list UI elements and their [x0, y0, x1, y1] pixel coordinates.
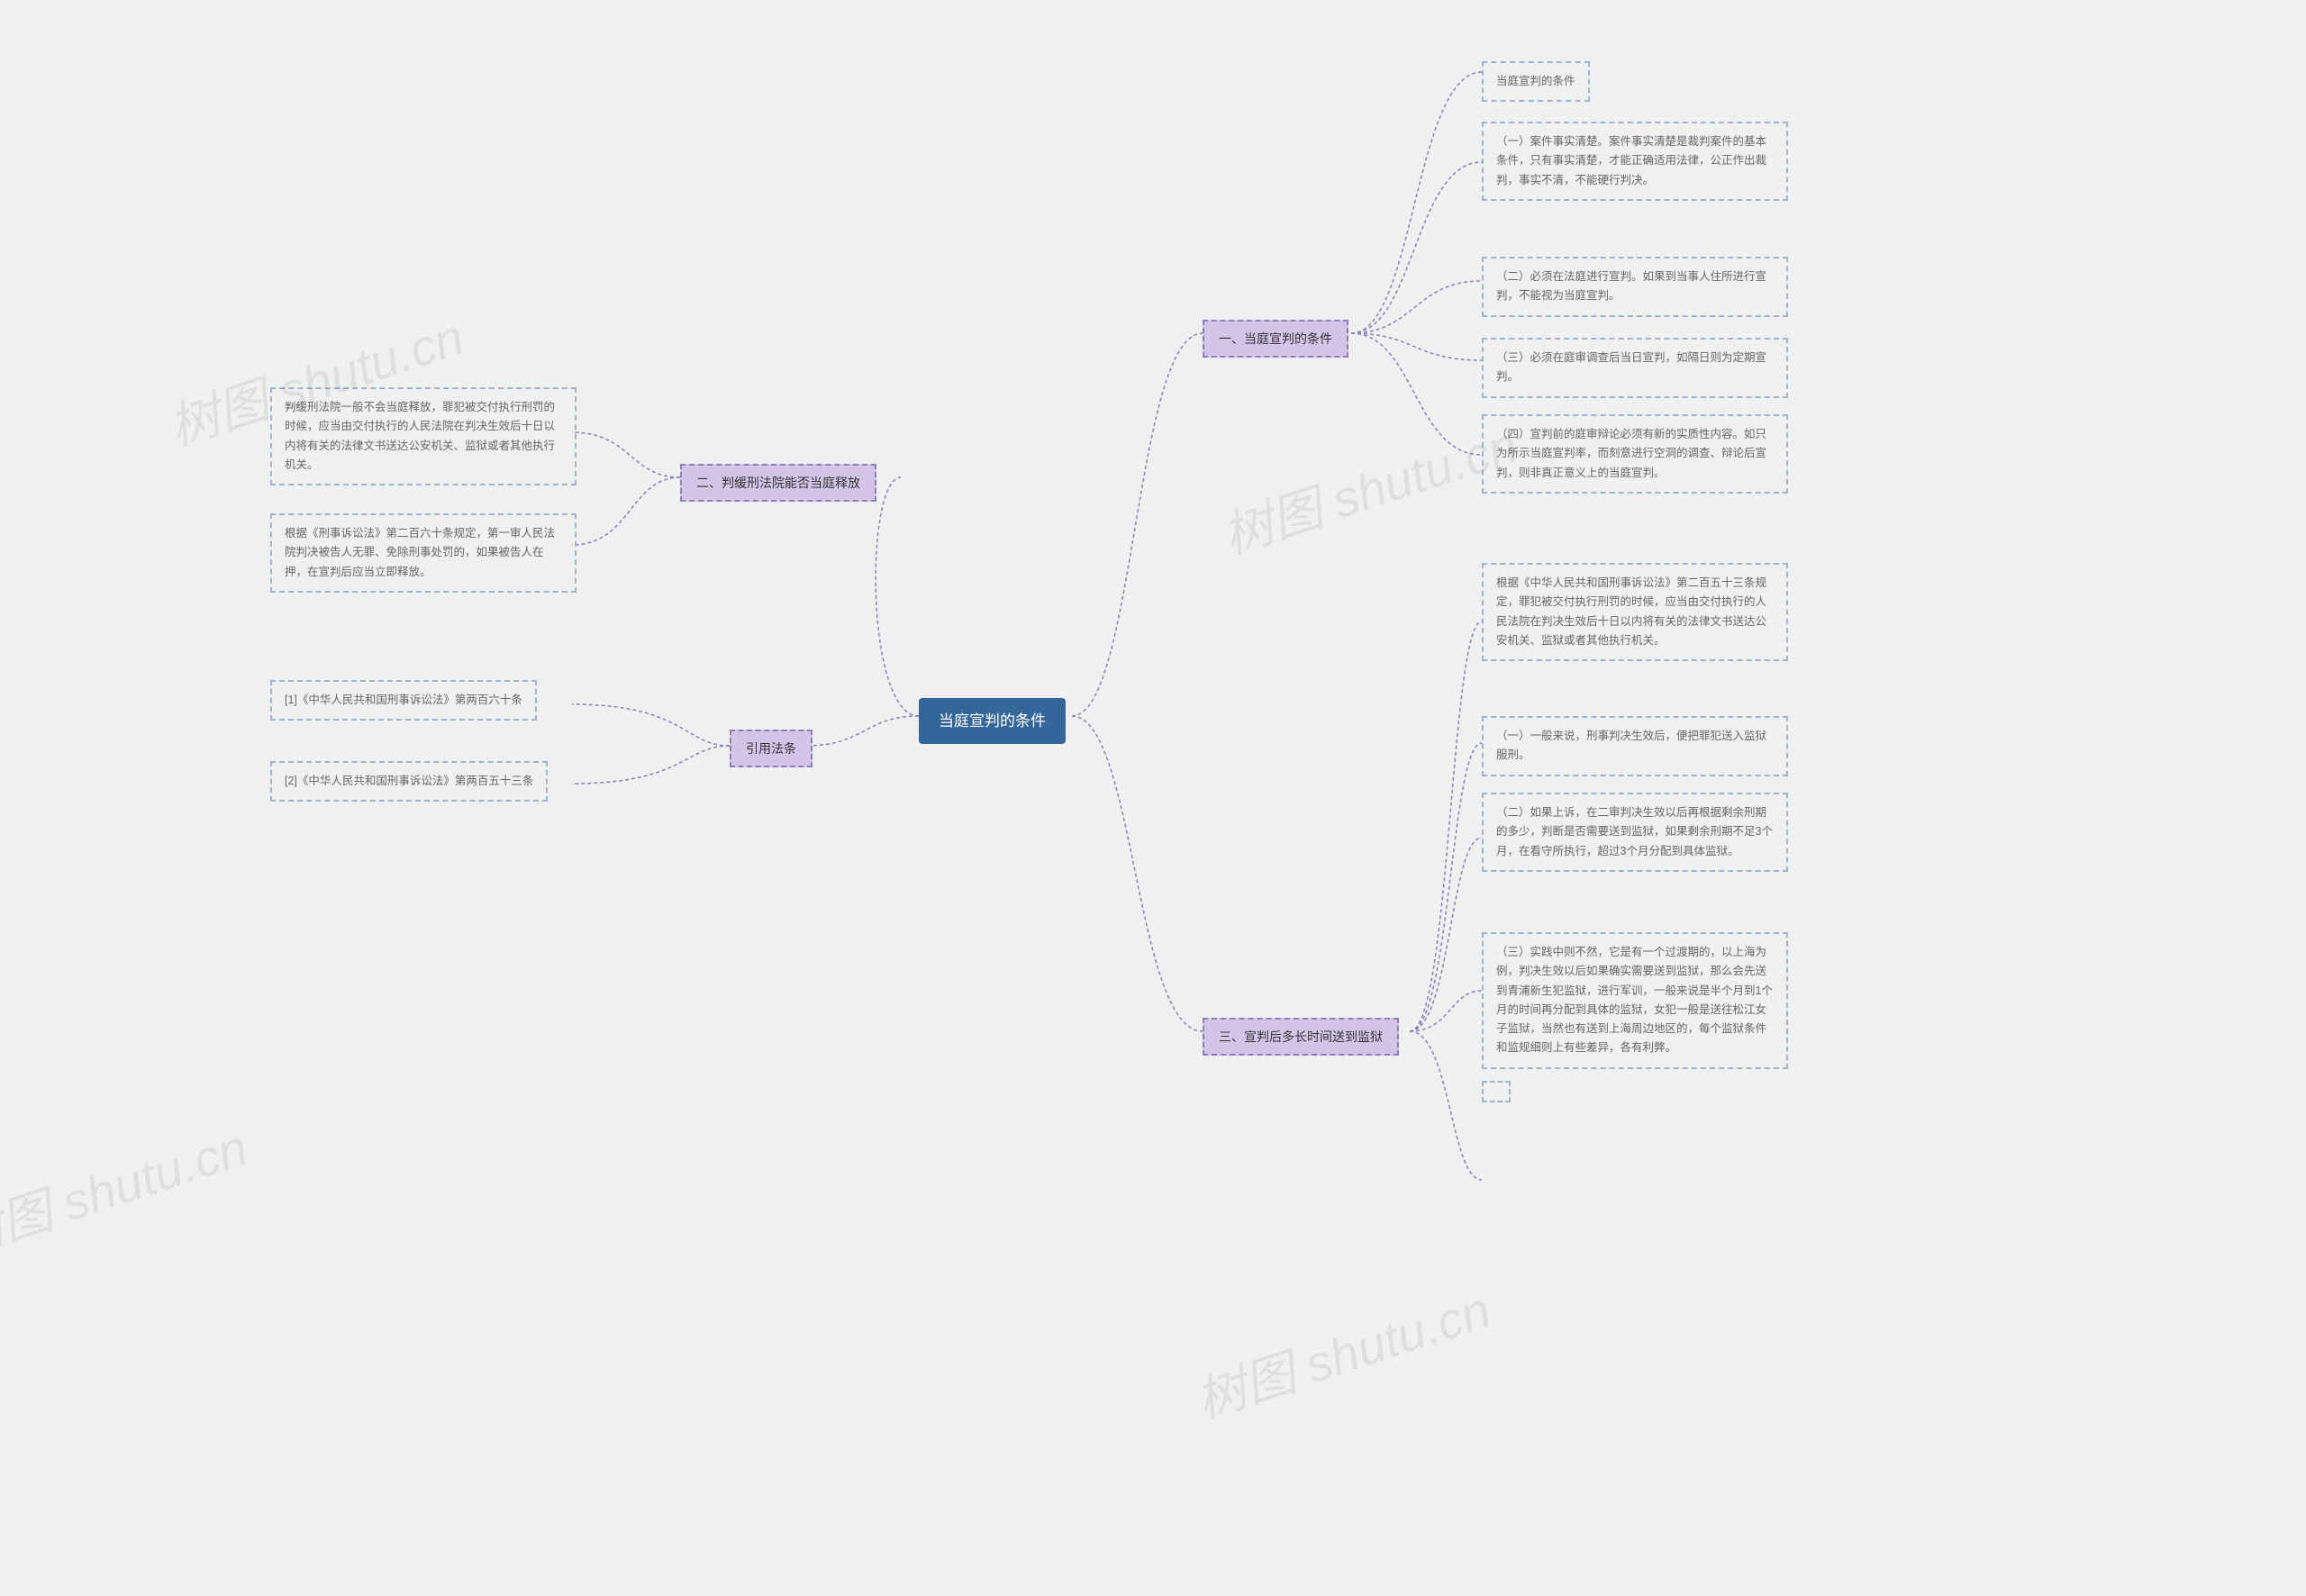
root-node[interactable]: 当庭宣判的条件: [919, 698, 1066, 744]
leaf-node: 当庭宣判的条件: [1482, 61, 1590, 102]
leaf-node: （二）必须在法庭进行宣判。如果到当事人住所进行宣判，不能视为当庭宣判。: [1482, 257, 1788, 317]
branch-suspended-release[interactable]: 二、判缓刑法院能否当庭释放: [680, 464, 876, 502]
leaf-node: [1]《中华人民共和国刑事诉讼法》第两百六十条: [270, 680, 537, 721]
leaf-node: （一）一般来说，刑事判决生效后，便把罪犯送入监狱服刑。: [1482, 716, 1788, 776]
leaf-node: （一）案件事实清楚。案件事实清楚是裁判案件的基本条件，只有事实清楚，才能正确适用…: [1482, 122, 1788, 201]
leaf-node: （三）必须在庭审调查后当日宣判，如隔日则为定期宣判。: [1482, 338, 1788, 398]
branch-prison-time[interactable]: 三、宣判后多长时间送到监狱: [1203, 1018, 1399, 1056]
leaf-node: （四）宣判前的庭审辩论必须有新的实质性内容。如只为所示当庭宣判率，而刻意进行空洞…: [1482, 414, 1788, 494]
branch-label: 引用法条: [746, 741, 796, 756]
leaf-node: 根据《中华人民共和国刑事诉讼法》第二百五十三条规定，罪犯被交付执行刑罚的时候，应…: [1482, 563, 1788, 661]
leaf-node: [1482, 1081, 1511, 1102]
leaf-node: （三）实践中则不然，它是有一个过渡期的，以上海为例，判决生效以后如果确实需要送到…: [1482, 932, 1788, 1069]
branch-label: 二、判缓刑法院能否当庭释放: [696, 476, 860, 490]
leaf-node: [2]《中华人民共和国刑事诉讼法》第两百五十三条: [270, 761, 548, 802]
root-label: 当庭宣判的条件: [939, 712, 1046, 730]
branch-label: 三、宣判后多长时间送到监狱: [1219, 1029, 1383, 1044]
leaf-node: 判缓刑法院一般不会当庭释放，罪犯被交付执行刑罚的时候，应当由交付执行的人民法院在…: [270, 387, 576, 485]
branch-label: 一、当庭宣判的条件: [1219, 331, 1332, 346]
branch-citations[interactable]: 引用法条: [730, 730, 813, 767]
branch-conditions[interactable]: 一、当庭宣判的条件: [1203, 320, 1348, 358]
leaf-node: 根据《刑事诉讼法》第二百六十条规定，第一审人民法院判决被告人无罪、免除刑事处罚的…: [270, 513, 576, 593]
leaf-node: （二）如果上诉，在二审判决生效以后再根据剩余刑期的多少，判断是否需要送到监狱，如…: [1482, 793, 1788, 872]
